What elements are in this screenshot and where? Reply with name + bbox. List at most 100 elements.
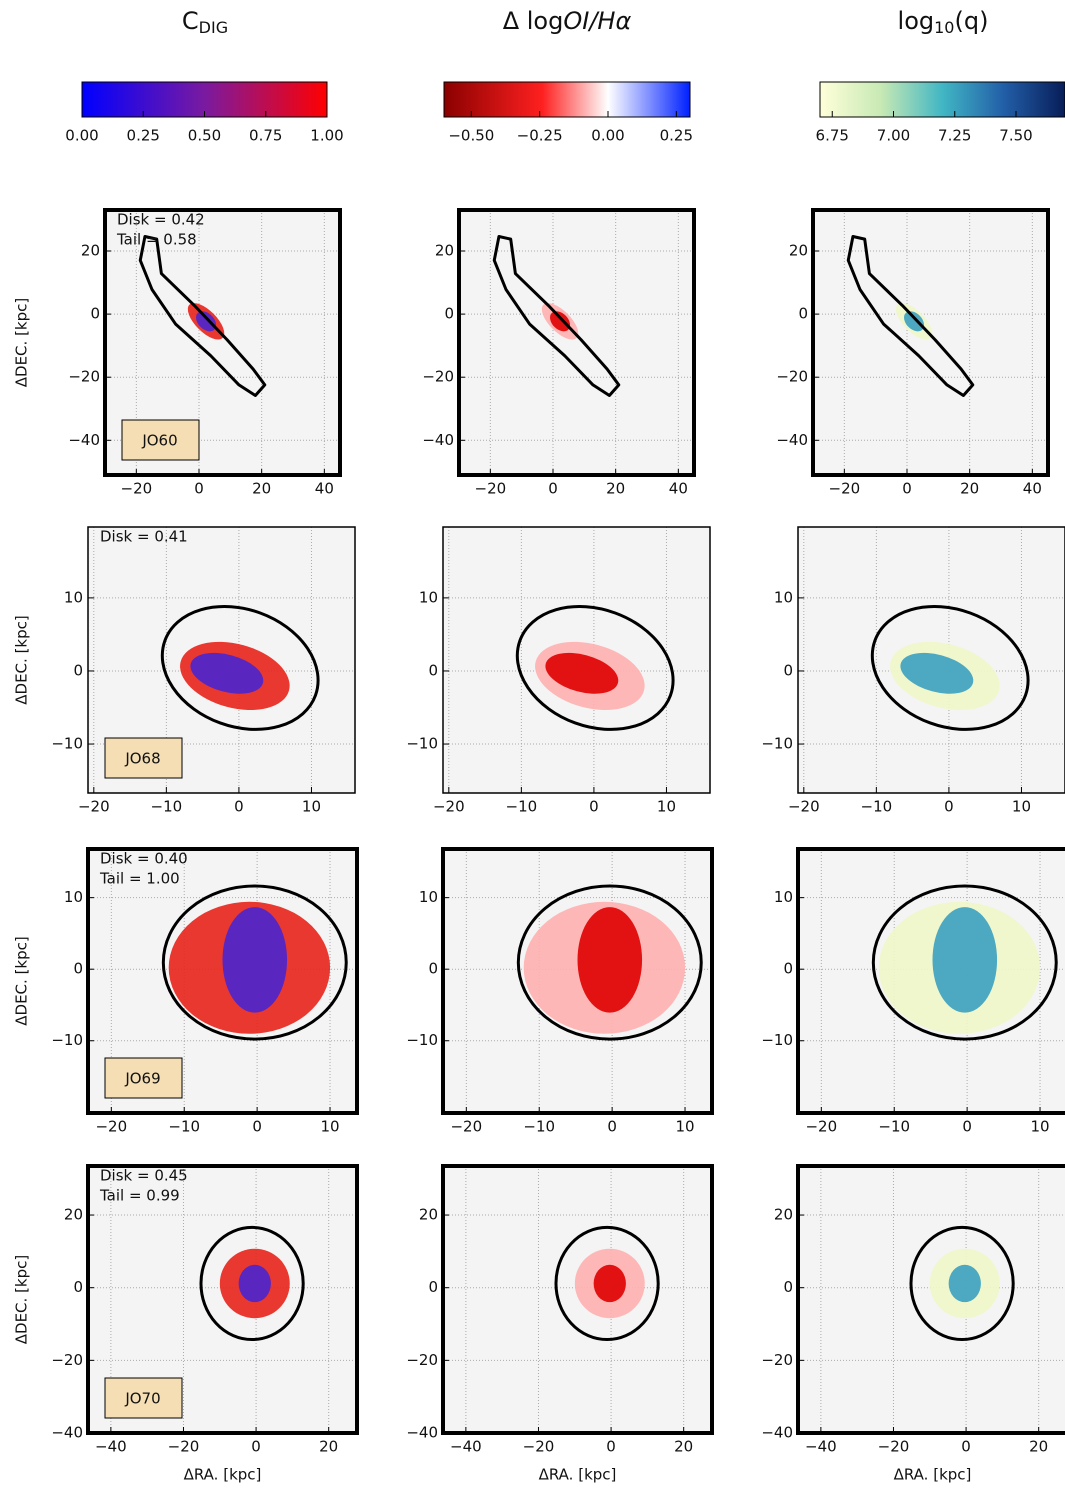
panel-frame xyxy=(797,526,1065,794)
y-tick-label: −20 xyxy=(761,1351,793,1369)
galaxy-name: JO70 xyxy=(124,1390,160,1408)
y-tick-label: −20 xyxy=(406,1351,438,1369)
contour xyxy=(199,1225,305,1342)
colorbar-tick-label: 7.25 xyxy=(938,127,971,145)
x-tick-label: −20 xyxy=(788,798,820,816)
x-tick-label: −20 xyxy=(121,480,153,498)
x-tick-label: 0 xyxy=(548,480,558,498)
colorbar-tick-label: 0.25 xyxy=(660,127,693,145)
x-axis-label: ΔRA. [kpc] xyxy=(894,1466,972,1484)
x-tick-label: 20 xyxy=(960,480,979,498)
title-part: Δ log xyxy=(503,7,564,35)
panel-frame xyxy=(811,208,1050,477)
name-box xyxy=(104,1377,183,1419)
x-tick-label: 0 xyxy=(606,1438,616,1456)
y-tick-label: −40 xyxy=(761,1424,793,1442)
x-tick-label: 0 xyxy=(962,1118,972,1136)
map-region xyxy=(550,311,571,332)
y-tick-label: 10 xyxy=(64,888,83,906)
y-tick-label: 0 xyxy=(73,1278,83,1296)
x-tick-label: −20 xyxy=(878,1438,910,1456)
map-region xyxy=(196,311,217,332)
column-title: CDIG xyxy=(182,7,228,37)
y-tick-label: −10 xyxy=(406,735,438,753)
y-tick-label: 20 xyxy=(419,1206,438,1224)
x-tick-label: −20 xyxy=(805,1118,837,1136)
y-tick-label: −40 xyxy=(422,431,454,449)
map-region xyxy=(238,1264,271,1303)
x-tick-label: −20 xyxy=(168,1438,200,1456)
y-tick-label: −10 xyxy=(761,735,793,753)
x-tick-label: 10 xyxy=(320,1118,339,1136)
panel-frame xyxy=(86,1164,359,1435)
title-part: OI/Hα xyxy=(563,7,631,35)
y-tick-label: −20 xyxy=(776,368,808,386)
y-tick-label: 0 xyxy=(783,1278,793,1296)
contour xyxy=(846,235,975,397)
x-tick-label: −20 xyxy=(95,1118,127,1136)
x-tick-label: 10 xyxy=(302,798,321,816)
x-tick-label: 20 xyxy=(252,480,271,498)
x-tick-label: −40 xyxy=(450,1438,482,1456)
y-tick-label: −40 xyxy=(406,1424,438,1442)
y-tick-label: −10 xyxy=(51,735,83,753)
title-part: DIG xyxy=(199,18,228,37)
x-tick-label: 10 xyxy=(1012,798,1031,816)
map-region xyxy=(932,907,998,1013)
panel-background xyxy=(459,210,694,475)
y-tick-label: 0 xyxy=(90,305,100,323)
contour xyxy=(871,884,1058,1041)
map-region xyxy=(948,1264,981,1303)
y-tick-label: 0 xyxy=(428,1278,438,1296)
colorbar-tick-label: 0.25 xyxy=(127,127,160,145)
x-tick-label: 20 xyxy=(1029,1438,1048,1456)
name-box xyxy=(121,419,200,461)
colorbar xyxy=(443,81,691,118)
contour xyxy=(160,605,320,731)
colorbar-tick-label: 0.75 xyxy=(249,127,282,145)
x-tick-label: −20 xyxy=(475,480,507,498)
y-tick-label: 20 xyxy=(774,1206,793,1224)
x-tick-label: 40 xyxy=(1023,480,1042,498)
y-tick-label: −20 xyxy=(51,1351,83,1369)
y-tick-label: 0 xyxy=(783,661,793,679)
x-tick-label: 40 xyxy=(315,480,334,498)
panel-background xyxy=(813,210,1048,475)
colorbar-tick-label: 1.00 xyxy=(310,127,343,145)
y-tick-label: −20 xyxy=(68,368,100,386)
x-tick-label: −20 xyxy=(829,480,861,498)
contour xyxy=(516,884,703,1041)
x-tick-label: 10 xyxy=(1030,1118,1049,1136)
y-tick-label: −40 xyxy=(68,431,100,449)
x-tick-label: −10 xyxy=(523,1118,555,1136)
y-axis-label: ΔDEC. [kpc] xyxy=(13,936,31,1025)
y-tick-label: 20 xyxy=(789,242,808,260)
contour xyxy=(870,605,1030,731)
y-tick-label: 0 xyxy=(73,960,83,978)
galaxy-name: JO69 xyxy=(124,1070,160,1088)
x-tick-label: 0 xyxy=(607,1118,617,1136)
y-tick-label: −10 xyxy=(761,1031,793,1049)
colorbar-tick-label: 0.00 xyxy=(65,127,98,145)
x-tick-label: 0 xyxy=(194,480,204,498)
colorbar-tick-label: 7.50 xyxy=(999,127,1032,145)
x-tick-label: 20 xyxy=(319,1438,338,1456)
x-tick-label: −40 xyxy=(805,1438,837,1456)
y-tick-label: 0 xyxy=(428,960,438,978)
annotation: Disk = 0.42 xyxy=(117,211,205,229)
map-region xyxy=(190,652,264,694)
panel-frame xyxy=(86,847,359,1115)
x-tick-label: 0 xyxy=(902,480,912,498)
annotation: Disk = 0.45 xyxy=(100,1167,188,1185)
y-tick-label: −10 xyxy=(51,1031,83,1049)
colorbar-tick-label: 6.75 xyxy=(816,127,849,145)
annotation: Tail = 0.99 xyxy=(99,1187,180,1205)
y-tick-label: 10 xyxy=(419,588,438,606)
panel-frame xyxy=(796,1164,1065,1435)
x-tick-label: −20 xyxy=(450,1118,482,1136)
title-part: log xyxy=(898,7,935,35)
y-tick-label: −10 xyxy=(406,1031,438,1049)
colorbar xyxy=(819,81,1065,118)
title-part: 10 xyxy=(934,18,954,37)
